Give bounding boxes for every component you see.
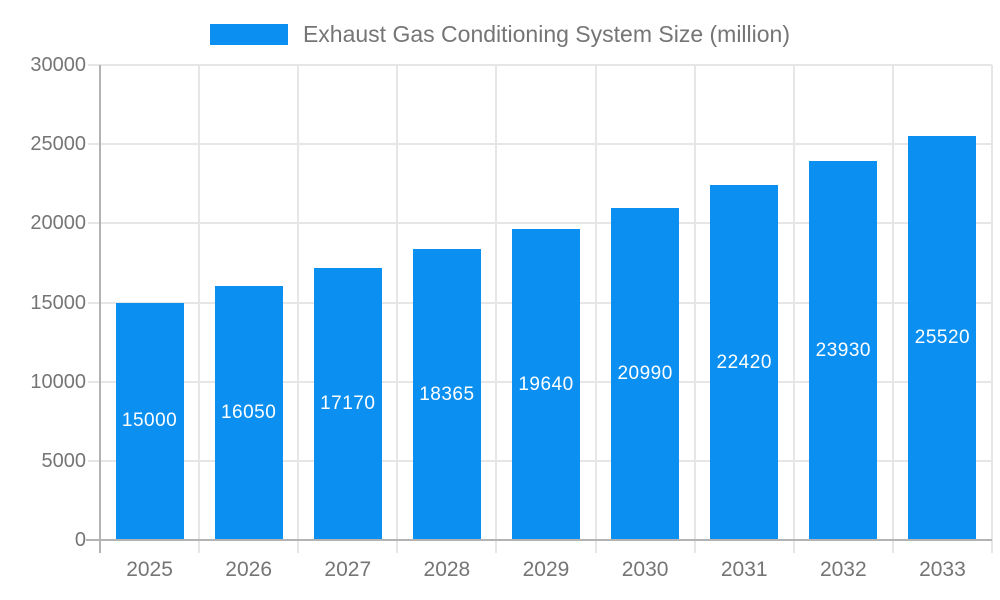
chart-legend: Exhaust Gas Conditioning System Size (mi… (0, 21, 1000, 48)
legend-label: Exhaust Gas Conditioning System Size (mi… (302, 21, 791, 47)
v-gridline (792, 65, 795, 553)
bar-value-label: 20990 (617, 362, 673, 384)
bar[interactable]: 25520 (908, 135, 977, 540)
x-axis-tick-label: 2029 (522, 558, 570, 581)
bar-value-label: 19640 (518, 373, 574, 395)
x-axis-tick-label: 2026 (225, 558, 273, 581)
x-axis-tick-label: 2030 (621, 558, 669, 581)
v-gridline (198, 65, 201, 553)
v-gridline (396, 65, 399, 553)
y-axis-tick-label: 25000 (30, 133, 86, 156)
bar[interactable]: 15000 (115, 302, 184, 540)
x-axis-tick-label: 2033 (919, 558, 966, 581)
legend-swatch (209, 24, 288, 45)
bar[interactable]: 18365 (412, 249, 481, 540)
v-gridline (991, 65, 993, 553)
v-gridline (297, 65, 300, 553)
h-gridline (88, 64, 992, 66)
bar[interactable]: 19640 (512, 229, 580, 540)
v-gridline (693, 65, 696, 553)
bar-value-label: 23930 (815, 339, 871, 361)
y-axis-tick-label: 30000 (30, 54, 86, 76)
v-gridline (594, 65, 597, 553)
y-axis-tick-label: 20000 (30, 212, 86, 235)
y-axis-line (99, 65, 101, 553)
bar-value-label: 15000 (121, 410, 178, 432)
h-gridline (88, 222, 992, 225)
h-gridline (88, 143, 992, 146)
x-axis-tick-label: 2025 (126, 558, 173, 581)
bar[interactable]: 16050 (214, 285, 283, 540)
bar-value-label: 17170 (320, 393, 376, 415)
bar[interactable]: 22420 (710, 185, 779, 540)
bar-value-label: 22420 (716, 351, 772, 373)
y-axis-tick-label: 15000 (30, 291, 86, 314)
bar-value-label: 16050 (220, 401, 277, 423)
x-axis-baseline (86, 539, 992, 541)
bar-value-label: 25520 (914, 326, 971, 348)
bar[interactable]: 17170 (313, 268, 382, 540)
x-axis-tick-label: 2028 (423, 558, 471, 581)
x-axis-tick-label: 2027 (324, 558, 372, 581)
bar-value-label: 18365 (419, 383, 475, 405)
v-gridline (495, 65, 498, 553)
plot-area: 15000 16050 17170 18365 19640 20990 22420 23930… (86, 64, 993, 553)
bar[interactable]: 20990 (611, 207, 680, 540)
x-axis-tick-label: 2031 (720, 558, 768, 581)
y-axis-tick-label: 5000 (41, 449, 87, 472)
y-axis-tick-label: 10000 (30, 370, 86, 393)
y-axis-tick-label: 0 (74, 529, 86, 551)
v-gridline (891, 65, 894, 553)
bar[interactable]: 23930 (809, 161, 878, 540)
x-axis-tick-label: 2032 (819, 558, 867, 581)
